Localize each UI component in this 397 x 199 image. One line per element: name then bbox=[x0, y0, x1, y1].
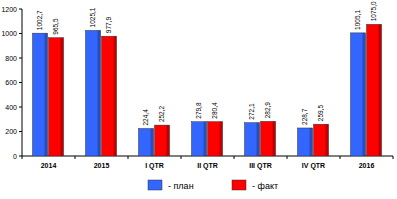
y-tick bbox=[19, 9, 22, 10]
y-tick-label: 0 bbox=[13, 153, 17, 160]
x-tick-label: 2016 bbox=[359, 162, 375, 169]
data-label: 280,4 bbox=[211, 102, 218, 119]
x-tick bbox=[22, 156, 23, 159]
x-tick-label: I QTR bbox=[145, 162, 164, 170]
data-label: 228,7 bbox=[301, 108, 308, 125]
bar-shade bbox=[151, 129, 154, 156]
x-tick bbox=[340, 156, 341, 159]
y-tick bbox=[19, 107, 22, 108]
data-label: 1005,1 bbox=[354, 10, 361, 30]
bar bbox=[367, 24, 382, 156]
bar bbox=[155, 125, 170, 156]
y-tick bbox=[19, 82, 22, 83]
bar bbox=[314, 124, 329, 156]
data-label: 259,5 bbox=[317, 105, 324, 122]
bar bbox=[245, 123, 260, 156]
x-tick bbox=[393, 156, 394, 159]
bar bbox=[49, 38, 64, 156]
y-tick-label: 800 bbox=[5, 55, 17, 62]
y-tick bbox=[19, 33, 22, 34]
bar bbox=[139, 129, 154, 156]
data-label: 279,8 bbox=[195, 102, 202, 119]
bar bbox=[208, 122, 223, 156]
x-tick-label: III QTR bbox=[249, 162, 272, 170]
x-tick bbox=[75, 156, 76, 159]
bar bbox=[86, 30, 101, 156]
bar-shade bbox=[98, 30, 101, 156]
bar bbox=[298, 128, 313, 156]
y-tick bbox=[19, 131, 22, 132]
bar bbox=[351, 33, 366, 156]
bar-shade bbox=[326, 124, 329, 156]
y-tick-label: 1200 bbox=[1, 6, 17, 13]
data-label: 272,1 bbox=[248, 103, 255, 120]
x-tick-label: 2014 bbox=[41, 162, 57, 169]
y-tick bbox=[19, 58, 22, 59]
x-tick bbox=[181, 156, 182, 159]
bar-shade bbox=[114, 36, 117, 156]
data-label: 1075,0 bbox=[370, 1, 377, 21]
bar-shade bbox=[167, 125, 170, 156]
bar bbox=[102, 36, 117, 156]
x-tick-label: IV QTR bbox=[302, 162, 325, 170]
bar-shade bbox=[310, 128, 313, 156]
x-tick bbox=[128, 156, 129, 159]
bar bbox=[192, 122, 207, 156]
bar-shade bbox=[273, 121, 276, 156]
data-label: 965,5 bbox=[52, 18, 59, 35]
bar bbox=[261, 121, 276, 156]
bar-shade bbox=[257, 123, 260, 156]
y-tick-label: 1000 bbox=[1, 30, 17, 37]
bar bbox=[33, 33, 48, 156]
bar-shade bbox=[204, 122, 207, 156]
data-label: 282,9 bbox=[264, 102, 271, 119]
data-label: 1025,1 bbox=[89, 7, 96, 27]
x-tick-label: 2015 bbox=[94, 162, 110, 169]
data-label: 1002,7 bbox=[36, 10, 43, 30]
bar-shade bbox=[220, 122, 223, 156]
bars bbox=[33, 24, 382, 156]
x-tick-label: II QTR bbox=[197, 162, 218, 170]
bar-shade bbox=[61, 38, 64, 156]
legend-swatch bbox=[148, 180, 162, 190]
y-tick-label: 600 bbox=[5, 79, 17, 86]
bar-shade bbox=[379, 24, 382, 156]
data-label: 977,9 bbox=[105, 17, 112, 34]
data-label: 224,4 bbox=[142, 109, 149, 126]
bar-shade bbox=[363, 33, 366, 156]
chart: 0 200 400 600 800 1000 1200 2014 2015 I QTR II QTR… bbox=[0, 0, 397, 199]
legend-swatch bbox=[232, 180, 246, 190]
bar-shade bbox=[45, 33, 48, 156]
x-tick bbox=[234, 156, 235, 159]
data-label: 252,2 bbox=[158, 105, 165, 122]
x-tick bbox=[287, 156, 288, 159]
y-tick-label: 400 bbox=[5, 104, 17, 111]
legend-label: - план bbox=[168, 181, 194, 191]
legend-label: - факт bbox=[252, 181, 278, 191]
y-tick-label: 200 bbox=[5, 128, 17, 135]
